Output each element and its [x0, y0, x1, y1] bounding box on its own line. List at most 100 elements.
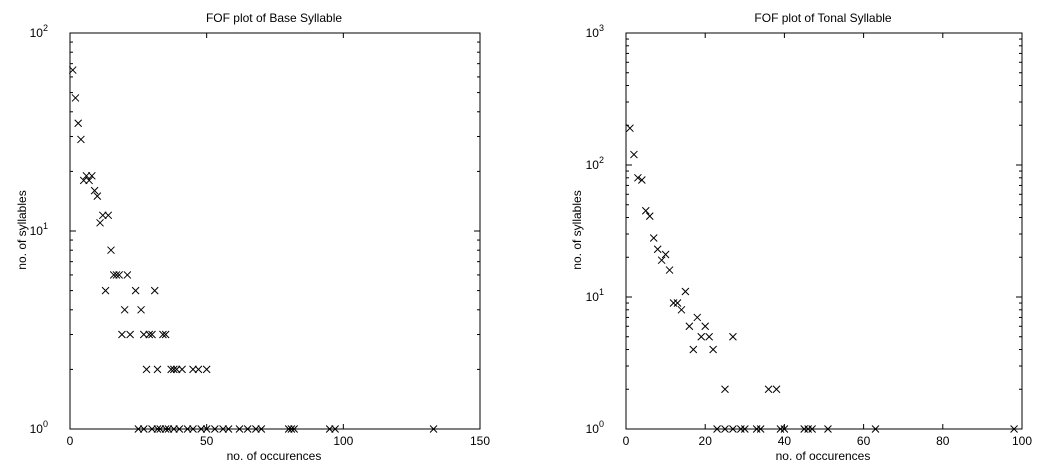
x-tick-label: 100: [1012, 434, 1032, 448]
plot-frame: [625, 32, 1023, 430]
data-markers: [626, 124, 1018, 433]
data-point-marker: [71, 94, 80, 102]
data-point-marker: [780, 425, 789, 433]
x-axis-label: no. of occurences: [776, 449, 871, 463]
y-tick-label: 101: [30, 221, 48, 238]
data-point-marker: [284, 425, 293, 433]
data-point-marker: [145, 330, 154, 339]
data-point-marker: [697, 332, 706, 341]
data-point-marker: [224, 425, 233, 433]
data-markers: [68, 66, 438, 433]
data-point-marker: [137, 305, 145, 314]
chart-title: FOF plot of Tonal Syllable: [754, 11, 892, 25]
x-tick-label: 100: [333, 434, 353, 448]
data-point-marker: [685, 322, 694, 331]
data-point-marker: [705, 332, 714, 341]
data-point-marker: [721, 385, 729, 394]
data-point-marker: [721, 425, 729, 433]
data-point-marker: [161, 425, 170, 433]
data-point-marker: [219, 425, 227, 433]
data-point-marker: [118, 330, 126, 339]
chart-title: FOF plot of Base Syllable: [206, 11, 342, 25]
data-point-marker: [164, 425, 173, 433]
data-point-marker: [641, 206, 650, 215]
data-point-marker: [96, 218, 104, 227]
chart-base-syllable: FOF plot of Base Syllable 0 50 100 150 100 10…: [15, 11, 490, 463]
data-point-marker: [764, 385, 773, 394]
data-point-marker: [630, 150, 638, 159]
data-point-marker: [148, 425, 156, 433]
x-tick-label: 60: [857, 434, 871, 448]
data-point-marker: [175, 425, 184, 433]
data-point-marker: [211, 425, 219, 433]
data-point-marker: [626, 124, 634, 133]
data-point-marker: [637, 176, 646, 184]
data-point-marker: [183, 425, 192, 433]
data-point-marker: [331, 425, 339, 433]
data-point-marker: [153, 425, 162, 433]
data-point-marker: [202, 425, 211, 433]
data-point-marker: [112, 271, 121, 279]
data-point-marker: [772, 385, 781, 394]
data-point-marker: [729, 425, 737, 433]
data-point-marker: [170, 365, 178, 374]
data-point-marker: [871, 425, 880, 433]
data-point-marker: [167, 365, 175, 374]
data-point-marker: [257, 425, 266, 433]
data-point-marker: [153, 365, 162, 374]
data-point-marker: [109, 271, 118, 279]
data-point-marker: [729, 332, 737, 341]
data-point-marker: [701, 322, 710, 331]
data-point-marker: [649, 234, 658, 242]
data-point-marker: [429, 425, 438, 433]
data-point-marker: [740, 425, 749, 433]
data-point-marker: [85, 176, 93, 185]
data-point-marker: [194, 365, 203, 374]
data-point-marker: [189, 365, 197, 374]
y-tick-label: 100: [586, 419, 604, 436]
data-point-marker: [172, 365, 181, 374]
data-point-marker: [243, 425, 252, 433]
data-point-marker: [98, 211, 107, 220]
data-point-marker: [107, 246, 115, 255]
data-point-marker: [120, 305, 129, 314]
y-tick-label: 103: [586, 23, 604, 40]
data-point-marker: [713, 425, 721, 433]
data-point-marker: [156, 425, 165, 433]
data-point-marker: [325, 425, 334, 433]
data-point-marker: [68, 66, 77, 74]
data-point-marker: [689, 345, 698, 354]
x-tick-label: 40: [778, 434, 792, 448]
data-point-marker: [79, 176, 88, 185]
data-point-marker: [290, 425, 298, 433]
data-point-marker: [681, 287, 690, 296]
data-point-marker: [287, 425, 296, 433]
chart-tonal-syllable: FOF plot of Tonal Syllable 0 20 40 60 80 100 1…: [570, 11, 1032, 463]
data-point-marker: [170, 425, 178, 433]
y-axis-label: no. of syllables: [15, 190, 29, 269]
data-point-marker: [634, 173, 642, 182]
y-tick-label: 100: [30, 419, 48, 436]
data-point-marker: [693, 313, 702, 322]
data-point-marker: [709, 345, 717, 354]
data-point-marker: [653, 245, 662, 254]
data-point-marker: [77, 135, 85, 144]
data-point-marker: [115, 271, 124, 279]
data-point-marker: [202, 365, 211, 374]
data-point-marker: [252, 425, 260, 433]
data-point-marker: [148, 330, 156, 339]
data-point-marker: [808, 425, 816, 433]
data-point-marker: [139, 330, 148, 339]
data-point-marker: [665, 266, 674, 274]
data-point-marker: [88, 171, 96, 180]
y-tick-label: 102: [586, 155, 604, 172]
axis-ticks: 0 50 100 150 100 101 102: [30, 23, 491, 448]
x-tick-label: 20: [699, 434, 713, 448]
data-point-marker: [150, 286, 159, 295]
x-tick-label: 150: [470, 434, 490, 448]
data-point-marker: [161, 330, 170, 339]
x-tick-label: 0: [623, 434, 630, 448]
y-tick-label: 102: [30, 23, 48, 40]
axis-ticks: 0 20 40 60 80 100 100 101 102 103: [586, 23, 1033, 448]
